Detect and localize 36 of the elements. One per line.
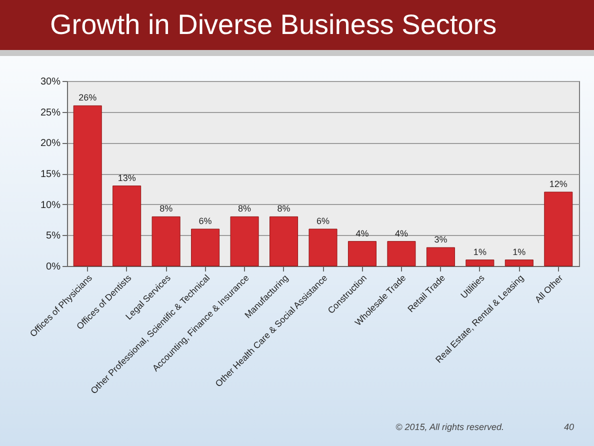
data-label: 8% bbox=[277, 204, 290, 214]
bar bbox=[112, 186, 142, 266]
data-label: 3% bbox=[434, 234, 448, 244]
data-label: 4% bbox=[356, 228, 369, 238]
text: © 2015, All rights reserved. bbox=[396, 422, 504, 432]
data-label: 4% bbox=[394, 228, 408, 238]
data-label: 1% bbox=[512, 246, 526, 257]
data-label: 13% bbox=[118, 172, 136, 183]
data-label: 6% bbox=[198, 216, 212, 226]
bar bbox=[191, 228, 220, 266]
bar bbox=[504, 260, 534, 266]
bar bbox=[308, 228, 338, 266]
chart-title: Growth in Diverse Business Sectors bbox=[0, 0, 594, 56]
bar bbox=[230, 216, 259, 266]
data-label: 1% bbox=[473, 246, 486, 257]
data-label: 12% bbox=[549, 179, 568, 189]
data-label: 6% bbox=[316, 216, 330, 226]
text: 40 bbox=[564, 422, 574, 432]
y-tick-label: 25% bbox=[40, 107, 61, 118]
bar bbox=[387, 241, 416, 266]
bar bbox=[348, 241, 376, 266]
bar bbox=[544, 192, 573, 266]
data-label: 8% bbox=[160, 204, 173, 214]
bar bbox=[466, 260, 494, 266]
bar bbox=[152, 216, 180, 266]
y-tick-label: 5% bbox=[46, 230, 61, 242]
y-tick-label: 10% bbox=[40, 200, 61, 211]
y-tick-label: 0% bbox=[46, 262, 61, 272]
bar bbox=[426, 247, 455, 266]
y-tick-label: 20% bbox=[40, 138, 61, 150]
bar bbox=[270, 216, 298, 266]
data-label: 26% bbox=[78, 92, 97, 103]
bar bbox=[73, 105, 102, 266]
y-tick-label: 15% bbox=[40, 169, 61, 180]
y-tick-label: 30% bbox=[40, 76, 61, 88]
data-label: 8% bbox=[238, 204, 252, 214]
